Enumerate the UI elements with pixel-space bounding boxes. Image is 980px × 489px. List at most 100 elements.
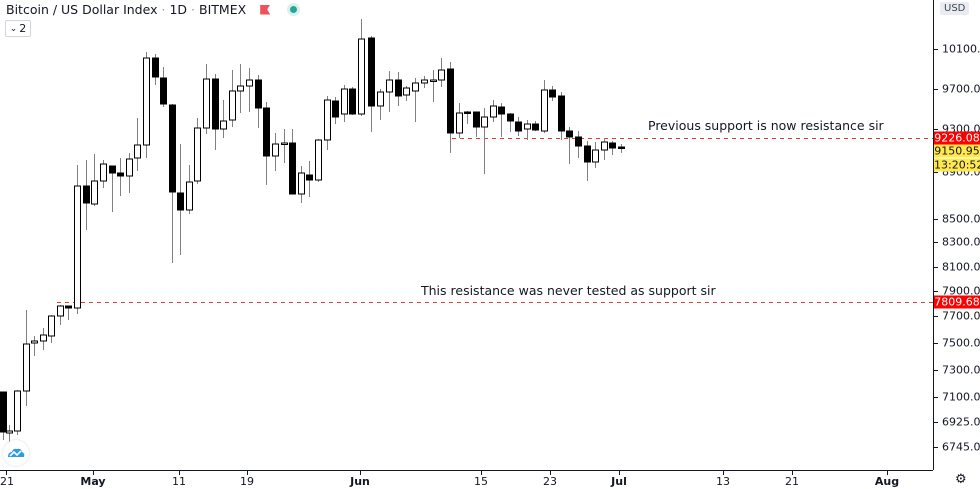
- symbol-name[interactable]: Bitcoin / US Dollar Index: [6, 2, 158, 17]
- candle: [507, 113, 514, 132]
- price-tag-red: 7809.68: [934, 295, 980, 309]
- time-tick: [550, 471, 551, 475]
- candle: [177, 144, 184, 255]
- candle: [481, 108, 488, 174]
- candle: [31, 336, 38, 356]
- price-tick: [934, 242, 938, 243]
- price-tick: [934, 219, 938, 220]
- candle: [289, 129, 296, 195]
- candle: [584, 141, 591, 181]
- separator: ·: [161, 2, 166, 17]
- collapse-indicators-button[interactable]: ⌄ 2: [5, 20, 31, 37]
- price-chart-canvas[interactable]: [0, 0, 933, 470]
- price-label: 7500.00: [942, 336, 980, 350]
- candle: [186, 165, 193, 214]
- candle: [57, 305, 64, 325]
- time-label: 15: [474, 475, 488, 488]
- time-label: May: [80, 475, 106, 488]
- price-tick: [934, 129, 938, 130]
- candle: [306, 161, 313, 197]
- price-label: 7300.00: [942, 363, 980, 377]
- candlesticks: [0, 19, 625, 443]
- candle: [524, 120, 531, 140]
- candle: [203, 64, 210, 134]
- candle: [255, 75, 262, 128]
- candle: [412, 78, 419, 122]
- tradingview-logo[interactable]: [3, 440, 29, 466]
- price-label: 8100.00: [942, 260, 980, 274]
- price-label: 7900.00: [942, 284, 980, 298]
- candle: [395, 72, 402, 106]
- candle: [152, 54, 159, 85]
- chart-legend-header[interactable]: Bitcoin / US Dollar Index · 1D · BITMEX: [6, 2, 298, 17]
- candle: [430, 70, 437, 102]
- candle: [575, 131, 582, 158]
- time-axis[interactable]: 21 May 11 19 Jun 15 23 Jul 13 21 Aug: [0, 470, 933, 489]
- currency-badge[interactable]: USD: [940, 2, 970, 15]
- candle: [498, 103, 505, 137]
- time-tick: [887, 471, 888, 475]
- candle: [126, 153, 133, 193]
- price-label: 10100.00: [942, 42, 980, 56]
- price-tick: [934, 49, 938, 50]
- price-tick: [934, 370, 938, 371]
- candle: [515, 117, 522, 136]
- horizontal-lines: [57, 138, 933, 303]
- chevron-down-icon: ⌄: [9, 23, 18, 34]
- candle: [332, 97, 339, 124]
- settings-gear-icon[interactable]: ⚙: [955, 472, 967, 487]
- time-label: Jun: [350, 475, 370, 488]
- exchange-label[interactable]: BITMEX: [199, 2, 247, 17]
- candle: [281, 129, 288, 163]
- price-axis[interactable]: 1 10100.009700.009300.008900.008500.0083…: [933, 0, 980, 470]
- interval-label[interactable]: 1D: [169, 2, 188, 17]
- candle: [246, 68, 253, 112]
- candle: [549, 86, 556, 101]
- price-tag-yellow: 13:20:52: [934, 158, 980, 172]
- candle: [377, 89, 384, 120]
- time-tick: [723, 471, 724, 475]
- candle: [541, 80, 548, 133]
- candle: [212, 74, 219, 150]
- candle: [237, 64, 244, 113]
- price-tick: [934, 291, 938, 292]
- annotation-resistance-note[interactable]: Previous support is now resistance sir: [648, 118, 884, 133]
- price-tick: [934, 316, 938, 317]
- candle: [48, 315, 55, 343]
- candle: [601, 138, 608, 160]
- price-tick: [934, 397, 938, 398]
- candle: [23, 310, 30, 406]
- candle: [229, 70, 236, 127]
- candle: [298, 166, 305, 203]
- candle: [143, 52, 150, 158]
- price-tick: [934, 267, 938, 268]
- annotation-support-note[interactable]: This resistance was never tested as supp…: [421, 283, 716, 298]
- candle: [386, 71, 393, 112]
- price-label: 6925.00: [942, 415, 980, 429]
- candle: [109, 165, 116, 212]
- price-tag-red: 9226.08: [934, 131, 980, 145]
- candle: [160, 67, 167, 107]
- candle: [464, 111, 471, 124]
- candle: [341, 85, 348, 122]
- candle: [368, 36, 375, 132]
- flag-icon[interactable]: [260, 4, 271, 15]
- time-label: 23: [543, 475, 557, 488]
- candle: [566, 127, 573, 164]
- candle: [315, 139, 322, 182]
- candle: [532, 121, 539, 131]
- time-tick: [481, 471, 482, 475]
- time-tick: [360, 471, 361, 475]
- price-tick: [934, 89, 938, 90]
- candle: [263, 102, 270, 185]
- candle: [40, 328, 47, 350]
- time-tick: [247, 471, 248, 475]
- time-label: 21: [0, 475, 14, 488]
- price-label: 8300.00: [942, 235, 980, 249]
- time-tick: [619, 471, 620, 475]
- price-tick: [934, 172, 938, 173]
- candle: [438, 58, 445, 87]
- time-label: 13: [716, 475, 730, 488]
- time-tick: [179, 471, 180, 475]
- candle: [14, 390, 21, 435]
